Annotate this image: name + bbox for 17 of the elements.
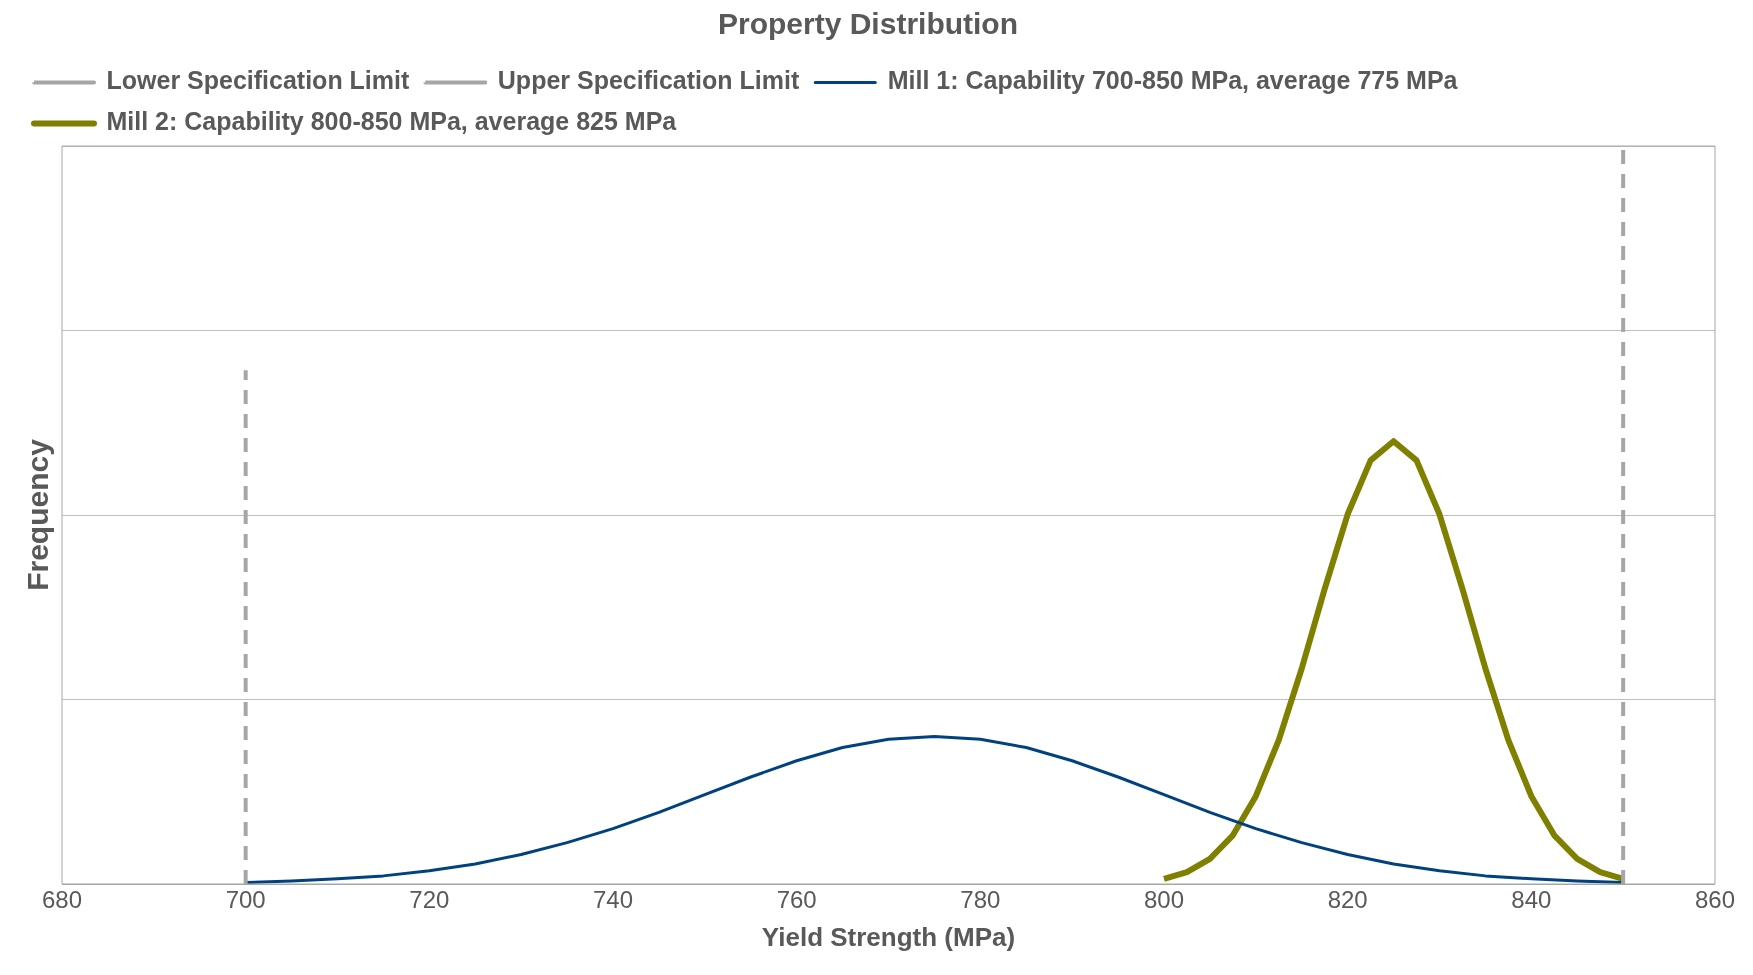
- x-tick-label: 680: [41, 886, 83, 914]
- x-tick-label: 720: [409, 886, 450, 914]
- y-axis-title: Frequency: [21, 438, 55, 591]
- x-tick-label: 840: [1511, 886, 1552, 914]
- x-tick-label: 760: [776, 886, 817, 914]
- legend-label: Upper Specification Limit: [497, 66, 800, 95]
- legend-label: Lower Specification Limit: [106, 66, 410, 95]
- legend-label: Mill 2: Capability 800-850 MPa, average 825 MPa: [106, 107, 678, 136]
- chart-title: Property Distribution: [717, 7, 1019, 41]
- x-tick-label: 860: [1694, 886, 1735, 914]
- x-tick-label: 780: [960, 886, 1001, 914]
- legend-label: Mill 1: Capability 700-850 MPa, average 775 MPa: [887, 66, 1459, 95]
- x-tick-label: 740: [592, 886, 634, 914]
- x-tick-label: 820: [1327, 886, 1368, 914]
- x-tick-label: 700: [225, 886, 266, 914]
- x-axis-title: Yield Strength (MPa): [761, 921, 1016, 952]
- x-tick-label: 800: [1143, 886, 1185, 914]
